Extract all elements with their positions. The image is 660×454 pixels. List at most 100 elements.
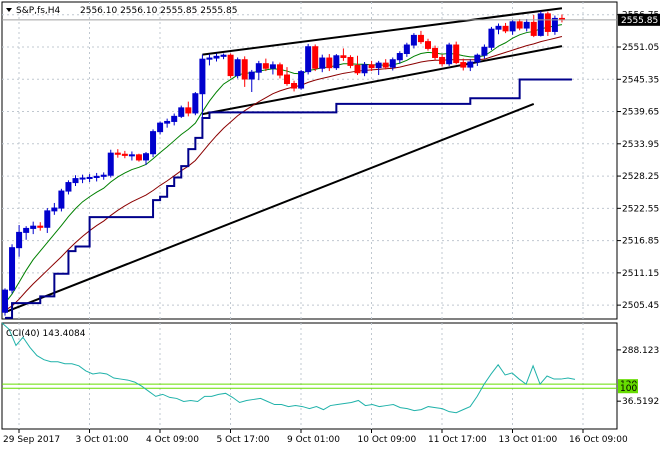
- candle-body: [488, 28, 495, 48]
- bull-candle[interactable]: [30, 221, 37, 235]
- bull-candle[interactable]: [255, 60, 262, 81]
- bull-candle[interactable]: [446, 42, 453, 66]
- bull-candle[interactable]: [16, 225, 23, 257]
- bull-candle[interactable]: [150, 129, 157, 158]
- bull-candle[interactable]: [305, 43, 312, 75]
- bear-candle[interactable]: [340, 48, 347, 61]
- bull-candle[interactable]: [481, 44, 488, 59]
- candle-body: [382, 62, 389, 68]
- bull-candle[interactable]: [375, 60, 382, 76]
- bear-candle[interactable]: [453, 41, 460, 65]
- bull-candle[interactable]: [333, 54, 340, 70]
- bull-candle[interactable]: [361, 62, 368, 77]
- bull-candle[interactable]: [234, 57, 241, 79]
- bear-candle[interactable]: [347, 55, 354, 69]
- bear-candle[interactable]: [121, 150, 128, 159]
- bull-candle[interactable]: [467, 59, 474, 72]
- time-tick-label: 29 Sep 2017: [3, 435, 60, 445]
- bear-candle[interactable]: [354, 55, 361, 76]
- bear-candle[interactable]: [530, 15, 537, 38]
- bull-candle[interactable]: [269, 61, 276, 75]
- bull-candle[interactable]: [23, 226, 30, 240]
- candle-body: [178, 107, 185, 117]
- bear-candle[interactable]: [312, 44, 319, 72]
- bear-candle[interactable]: [262, 58, 269, 72]
- bear-candle[interactable]: [502, 22, 509, 34]
- bull-candle[interactable]: [107, 149, 114, 178]
- candle-body: [262, 63, 269, 69]
- bull-candle[interactable]: [93, 172, 100, 182]
- bull-candle[interactable]: [410, 33, 417, 49]
- trend-line[interactable]: [4, 102, 535, 314]
- bull-candle[interactable]: [65, 180, 72, 195]
- bull-candle[interactable]: [100, 172, 107, 180]
- bear-candle[interactable]: [227, 53, 234, 78]
- bull-candle[interactable]: [248, 69, 255, 93]
- candle-body: [107, 152, 114, 176]
- candle-body: [417, 34, 424, 43]
- candle-body: [220, 54, 227, 57]
- bull-candle[interactable]: [537, 11, 544, 37]
- bear-candle[interactable]: [544, 11, 551, 36]
- bear-candle[interactable]: [425, 38, 431, 51]
- bear-candle[interactable]: [432, 45, 439, 61]
- bull-candle[interactable]: [2, 288, 8, 316]
- bull-candle[interactable]: [488, 26, 495, 51]
- bull-candle[interactable]: [523, 18, 530, 32]
- bear-candle[interactable]: [114, 149, 121, 158]
- bull-candle[interactable]: [58, 188, 65, 212]
- bear-candle[interactable]: [284, 67, 290, 86]
- bull-candle[interactable]: [213, 53, 220, 62]
- bull-candle[interactable]: [298, 69, 305, 90]
- bull-candle[interactable]: [220, 53, 227, 60]
- bull-candle[interactable]: [9, 244, 16, 294]
- bull-candle[interactable]: [396, 51, 403, 64]
- bull-candle[interactable]: [128, 151, 135, 161]
- price-tick-label: 2551.05: [622, 43, 659, 53]
- bear-candle[interactable]: [417, 30, 424, 44]
- bull-candle[interactable]: [178, 105, 185, 119]
- time-tick-label: 5 Oct 17:00: [217, 435, 270, 445]
- bull-candle[interactable]: [143, 152, 149, 166]
- bull-candle[interactable]: [86, 174, 93, 183]
- bull-candle[interactable]: [389, 57, 396, 71]
- bear-candle[interactable]: [460, 58, 467, 71]
- bull-candle[interactable]: [551, 15, 558, 35]
- bear-candle[interactable]: [291, 80, 298, 92]
- bull-candle[interactable]: [495, 23, 502, 35]
- candle-body: [185, 107, 192, 114]
- bull-candle[interactable]: [319, 54, 326, 73]
- trend-line[interactable]: [202, 7, 563, 56]
- bull-candle[interactable]: [72, 175, 79, 186]
- bull-candle[interactable]: [164, 118, 171, 128]
- candle-body: [432, 47, 439, 58]
- bear-candle[interactable]: [516, 18, 523, 31]
- bear-candle[interactable]: [241, 56, 248, 87]
- bear-candle[interactable]: [276, 62, 283, 79]
- bull-candle[interactable]: [157, 121, 164, 135]
- bull-candle[interactable]: [171, 113, 178, 126]
- candle-body: [135, 154, 142, 161]
- bear-candle[interactable]: [326, 54, 333, 72]
- bear-candle[interactable]: [439, 54, 446, 67]
- candle-body: [425, 41, 431, 49]
- dropdown-triangle-icon[interactable]: [6, 8, 12, 12]
- bear-candle[interactable]: [135, 153, 142, 162]
- bull-candle[interactable]: [44, 208, 51, 233]
- bull-candle[interactable]: [51, 202, 58, 215]
- candle-body: [16, 231, 23, 249]
- bear-candle[interactable]: [37, 222, 44, 231]
- bear-candle[interactable]: [382, 59, 389, 70]
- bear-candle[interactable]: [368, 60, 375, 72]
- candle-body: [248, 71, 255, 80]
- bull-candle[interactable]: [206, 54, 213, 66]
- bull-candle[interactable]: [192, 92, 199, 116]
- bull-candle[interactable]: [403, 42, 410, 57]
- bull-candle[interactable]: [79, 174, 86, 184]
- trend-line[interactable]: [202, 45, 563, 116]
- bull-candle[interactable]: [474, 53, 481, 66]
- bull-candle[interactable]: [199, 54, 206, 120]
- bear-candle[interactable]: [185, 101, 192, 117]
- bull-candle[interactable]: [509, 20, 516, 35]
